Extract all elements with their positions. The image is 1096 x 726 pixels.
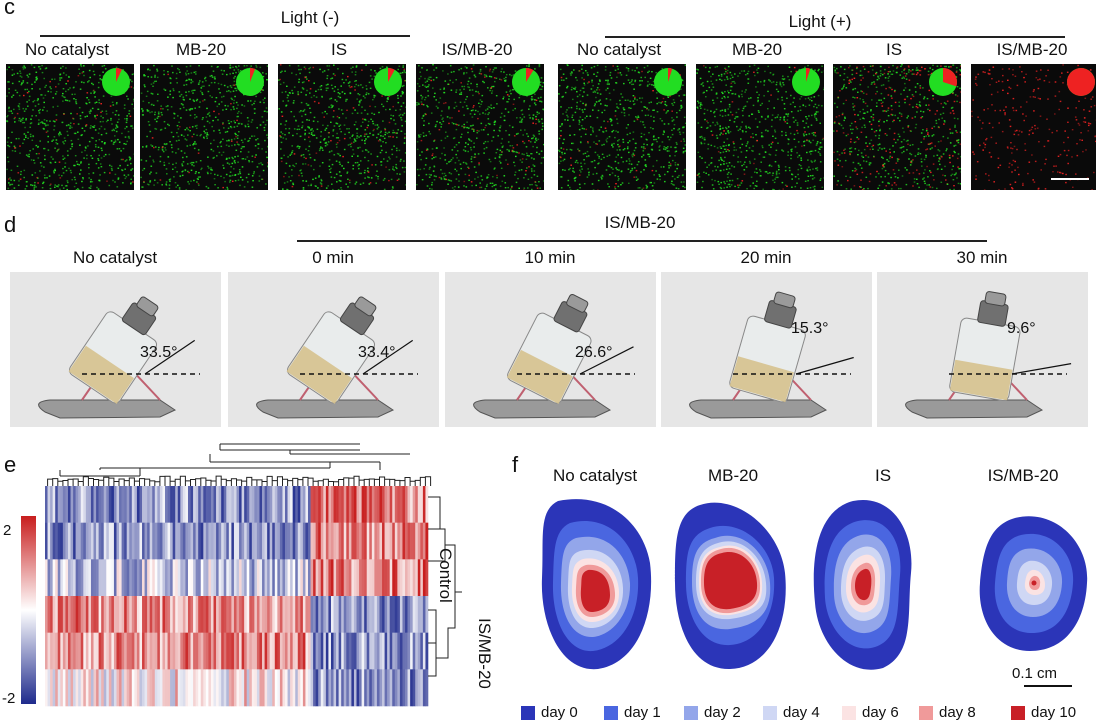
panel-letter-f: f bbox=[512, 452, 519, 477]
fluorescence-label-4: No catalyst bbox=[576, 40, 662, 59]
fluorescence-label-1: MB-20 bbox=[175, 40, 227, 59]
viability-pie-dead bbox=[1067, 68, 1095, 96]
vial-photo-1 bbox=[228, 272, 439, 427]
fluorescence-label-7: IS/MB-20 bbox=[996, 40, 1068, 59]
legend-swatch bbox=[842, 705, 856, 720]
wound-label-3: IS/MB-20 bbox=[987, 466, 1059, 485]
tilt-angle-1: 33.4° bbox=[358, 344, 396, 361]
legend-swatch bbox=[521, 705, 535, 720]
legend-swatch bbox=[919, 705, 933, 720]
fluorescence-image-0 bbox=[6, 64, 134, 190]
fluorescence-label-0: No catalyst bbox=[24, 40, 110, 59]
wound-no-catalyst bbox=[541, 499, 652, 670]
wound-label-1: MB-20 bbox=[707, 466, 759, 485]
legend-item-6: day 10 bbox=[1011, 704, 1076, 721]
legend-swatch bbox=[604, 705, 618, 720]
legend-item-2: day 2 bbox=[684, 704, 741, 721]
colorbar-min-label: -2 bbox=[2, 690, 16, 707]
fluorescence-image-2 bbox=[278, 64, 406, 190]
legend-label: day 8 bbox=[939, 704, 976, 721]
legend-label: day 10 bbox=[1031, 704, 1077, 721]
row-dendrogram bbox=[428, 496, 462, 677]
vial-photo-0 bbox=[10, 272, 221, 427]
group-line-is-mb20 bbox=[297, 240, 987, 242]
legend-label: day 0 bbox=[541, 704, 578, 721]
wound-is-mb20 bbox=[979, 516, 1088, 651]
colorbar-max-label: 2 bbox=[3, 522, 12, 539]
scale-bar bbox=[1024, 685, 1072, 687]
legend-swatch bbox=[684, 705, 698, 720]
fluorescence-image-7 bbox=[971, 64, 1096, 190]
heatmap-cells bbox=[45, 486, 429, 707]
viability-pie-dead bbox=[806, 68, 811, 82]
heatmap-figure bbox=[21, 443, 462, 707]
vial-label-4: 30 min bbox=[956, 248, 1008, 267]
fluorescence-image-6 bbox=[833, 64, 961, 190]
legend-item-5: day 8 bbox=[919, 704, 976, 721]
fluorescence-image-5 bbox=[696, 64, 824, 190]
legend-label: day 4 bbox=[783, 704, 820, 721]
wound-mb20 bbox=[675, 502, 786, 670]
vial-label-0: No catalyst bbox=[72, 248, 158, 267]
fluorescence-image-4 bbox=[558, 64, 686, 190]
tilt-angle-4: 9.6° bbox=[1007, 320, 1036, 337]
vial-label-2: 10 min bbox=[524, 248, 576, 267]
viability-pie-dead bbox=[116, 68, 122, 82]
legend-label: day 1 bbox=[624, 704, 661, 721]
panel-letter-c: c bbox=[4, 0, 15, 19]
row-group-label-control: Control bbox=[436, 548, 455, 603]
vial-label-3: 20 min bbox=[740, 248, 792, 267]
vial-label-1: 0 min bbox=[312, 248, 354, 267]
group-label-light-minus: Light (-) bbox=[280, 8, 340, 27]
fluorescence-image-3 bbox=[416, 64, 544, 190]
group-line-light-plus bbox=[605, 36, 1065, 38]
fluorescence-label-5: MB-20 bbox=[731, 40, 783, 59]
tilt-angle-2: 26.6° bbox=[575, 344, 613, 361]
panel-letter-e: e bbox=[4, 452, 17, 477]
legend-swatch bbox=[763, 705, 777, 720]
colorbar bbox=[21, 516, 36, 704]
legend-item-4: day 6 bbox=[842, 704, 899, 721]
viability-pie-dead bbox=[943, 68, 957, 87]
legend-swatch bbox=[1011, 705, 1025, 720]
fluorescence-label-6: IS bbox=[885, 40, 903, 59]
viability-pie-dead bbox=[250, 68, 256, 82]
legend-item-3: day 4 bbox=[763, 704, 820, 721]
scale-bar-label: 0.1 cm bbox=[1012, 665, 1058, 682]
panel-letter-d: d bbox=[4, 212, 17, 237]
wound-label-2: IS bbox=[874, 466, 892, 485]
fluorescence-label-3: IS/MB-20 bbox=[441, 40, 513, 59]
group-line-light-minus bbox=[40, 35, 410, 37]
vial-photo-3 bbox=[661, 272, 872, 427]
wound-is bbox=[813, 499, 912, 670]
legend-item-1: day 1 bbox=[604, 704, 661, 721]
viability-pie-dead bbox=[388, 68, 395, 82]
row-group-label-is-mb20: IS/MB-20 bbox=[475, 618, 494, 689]
column-dendrogram bbox=[47, 443, 432, 486]
legend-item-0: day 0 bbox=[521, 704, 578, 721]
tilt-angle-0: 33.5° bbox=[140, 344, 178, 361]
legend-label: day 6 bbox=[862, 704, 899, 721]
group-label-light-plus: Light (+) bbox=[788, 12, 852, 31]
group-label-is-mb20: IS/MB-20 bbox=[604, 213, 676, 232]
tilt-angle-3: 15.3° bbox=[791, 320, 829, 337]
wound-label-0: No catalyst bbox=[552, 466, 638, 485]
viability-pie-dead bbox=[526, 68, 534, 82]
fluorescence-label-2: IS bbox=[330, 40, 348, 59]
legend-label: day 2 bbox=[704, 704, 741, 721]
wound-contours bbox=[541, 499, 1088, 670]
viability-pie-dead bbox=[668, 68, 673, 82]
fluorescence-scale-bar bbox=[1051, 178, 1089, 180]
fluorescence-image-1 bbox=[140, 64, 268, 190]
vial-photo-4 bbox=[877, 272, 1088, 427]
vial-photo-2 bbox=[445, 272, 656, 427]
